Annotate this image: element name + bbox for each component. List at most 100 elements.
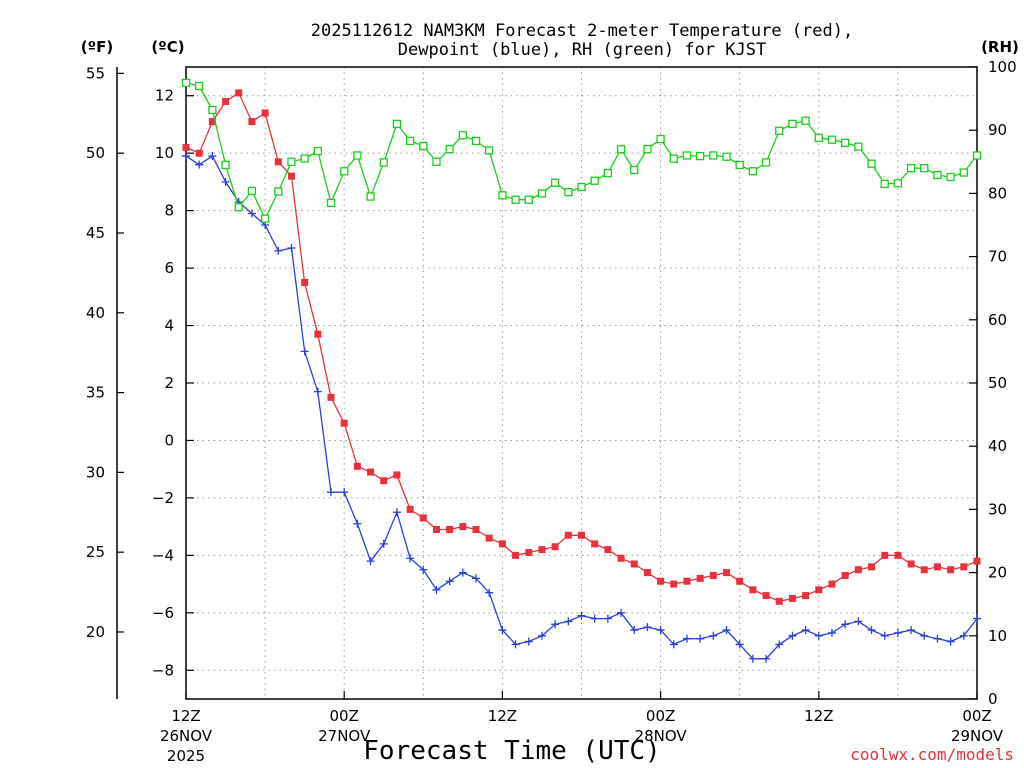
dewpoint-point xyxy=(287,243,296,252)
rh-series xyxy=(181,78,982,223)
2-meter-temperature-point xyxy=(485,534,493,542)
2-meter-temperature-point xyxy=(512,551,520,559)
2-meter-temperature-point xyxy=(367,468,375,476)
rh-point xyxy=(485,146,494,155)
2-meter-temperature-point xyxy=(591,540,599,548)
rh-point xyxy=(379,158,388,167)
fahrenheit-tick-label: 30 xyxy=(86,463,105,481)
x-tick-label-time: 12Z xyxy=(171,707,200,725)
2-meter-temperature-point xyxy=(406,505,414,513)
dewpoint-point xyxy=(762,654,771,663)
2-meter-temperature-series xyxy=(182,89,981,605)
celsius-tick-label: 12 xyxy=(155,87,174,105)
2-meter-temperature-point xyxy=(208,118,216,126)
chart-title-line-2: Dewpoint (blue), RH (green) for KJST xyxy=(398,40,766,60)
rh-point xyxy=(920,163,929,173)
dewpoint-point xyxy=(709,631,718,640)
celsius-tick-label: 2 xyxy=(164,374,174,392)
dewpoint-point xyxy=(551,620,560,629)
2-meter-temperature-point xyxy=(881,551,889,559)
rh-point xyxy=(471,136,481,146)
rh-point xyxy=(550,178,560,187)
rh-point xyxy=(247,186,257,196)
2-meter-temperature-point xyxy=(960,563,968,571)
2-meter-temperature-point xyxy=(854,566,862,574)
2-meter-temperature-point xyxy=(393,471,401,479)
dewpoint-point xyxy=(406,554,415,563)
dewpoint-point xyxy=(590,614,599,623)
2-meter-temperature-point xyxy=(815,586,823,594)
dewpoint-point xyxy=(854,617,863,626)
2-meter-temperature-point xyxy=(868,563,876,571)
2-meter-temperature-point xyxy=(657,577,665,585)
rh-point xyxy=(630,165,639,175)
rh-point xyxy=(735,160,744,170)
rh-point xyxy=(972,151,982,160)
rh-point xyxy=(696,151,705,161)
x-axis-label: Forecast Time (UTC) xyxy=(363,736,660,766)
2-meter-temperature-point xyxy=(222,97,230,105)
dewpoint-point xyxy=(959,631,968,640)
2-meter-temperature-point xyxy=(762,592,770,600)
dewpoint-point xyxy=(775,640,784,649)
2-meter-temperature-point xyxy=(459,523,467,531)
rh-tick-label: 90 xyxy=(988,121,1007,139)
rh-point xyxy=(893,179,903,188)
celsius-tick-label: −4 xyxy=(152,546,174,564)
rh-tick-label: 80 xyxy=(988,184,1007,202)
fahrenheit-tick-label: 55 xyxy=(86,64,105,82)
axis-ticks: 121086420−2−4−6−855504540353025201009080… xyxy=(86,58,1017,765)
rh-point xyxy=(867,159,876,168)
dewpoint-point xyxy=(340,488,349,497)
2-meter-temperature-point xyxy=(564,531,572,539)
dewpoint-point xyxy=(656,626,665,635)
2-meter-temperature-point xyxy=(828,580,836,588)
rh-point xyxy=(933,170,942,180)
celsius-tick-label: −8 xyxy=(152,661,174,679)
2-meter-temperature-point xyxy=(195,149,203,157)
2-meter-temperature-point xyxy=(274,158,282,166)
rh-point xyxy=(195,81,204,91)
rh-point xyxy=(419,141,428,151)
dewpoint-point xyxy=(511,640,520,649)
rh-point xyxy=(669,154,678,163)
x-tick-label-year: 2025 xyxy=(167,747,205,765)
dewpoint-point xyxy=(682,634,691,643)
dewpoint-point xyxy=(577,611,586,620)
dewpoint-point xyxy=(247,209,256,218)
rh-point xyxy=(340,167,349,176)
x-tick-label-date: 27NOV xyxy=(318,727,371,745)
2-meter-temperature-point xyxy=(235,89,243,97)
rh-tick-label: 0 xyxy=(988,690,998,708)
rh-point xyxy=(287,157,296,166)
2-meter-temperature-point xyxy=(182,143,190,151)
rh-point xyxy=(616,145,626,154)
dewpoint-point xyxy=(973,614,981,623)
dewpoint-point xyxy=(353,519,362,528)
2-meter-temperature-point xyxy=(353,462,361,470)
x-tick-label-time: 00Z xyxy=(646,707,675,725)
dewpoint-point xyxy=(445,577,454,586)
rh-point xyxy=(709,151,718,160)
x-tick-label-time: 12Z xyxy=(488,707,517,725)
dewpoint-point xyxy=(524,637,533,646)
2-meter-temperature-point xyxy=(432,526,440,534)
dewpoint-point xyxy=(630,626,639,635)
rh-point xyxy=(946,172,955,182)
rh-point xyxy=(458,131,468,140)
rh-point xyxy=(761,158,771,167)
dewpoint-point xyxy=(313,387,322,396)
rh-point xyxy=(181,78,191,87)
rh-tick-label: 100 xyxy=(988,58,1017,76)
2-meter-temperature-point xyxy=(894,551,902,559)
dewpoint-point xyxy=(867,626,876,635)
2-meter-temperature-point xyxy=(723,569,731,577)
dewpoint-point xyxy=(432,585,441,594)
celsius-tick-label: 0 xyxy=(164,431,174,449)
dewpoint-point xyxy=(300,347,309,356)
rh-point xyxy=(405,136,415,146)
rh-tick-label: 10 xyxy=(988,627,1007,645)
fahrenheit-tick-label: 45 xyxy=(86,224,105,242)
rh-point xyxy=(524,195,533,204)
celsius-tick-label: 10 xyxy=(155,144,174,162)
